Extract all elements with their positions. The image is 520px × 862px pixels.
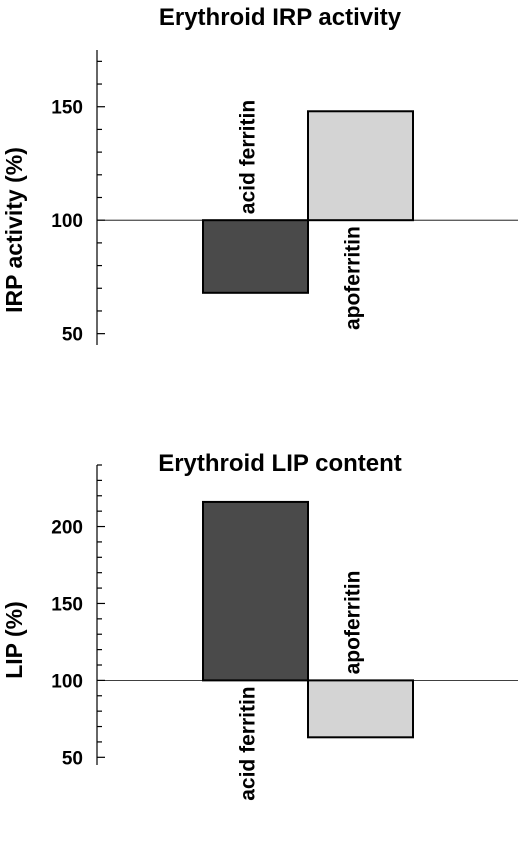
y-tick-label: 50 xyxy=(62,325,83,346)
y-tick-label: 50 xyxy=(62,748,83,769)
bar-label: apoferritin xyxy=(342,571,365,675)
y-tick-label: 100 xyxy=(51,671,83,692)
bar-label: acid ferritin xyxy=(237,100,260,214)
y-axis-label: LIP (%) xyxy=(1,601,27,679)
y-tick-label: 200 xyxy=(51,518,83,539)
y-axis-label: IRP activity (%) xyxy=(1,147,27,313)
chart-title: Erythroid IRP activity xyxy=(159,4,402,31)
y-tick-label: 100 xyxy=(51,211,83,232)
bar-acid-ferritin xyxy=(202,219,309,294)
bar-label: apoferritin xyxy=(342,226,365,330)
bar-label: acid ferritin xyxy=(237,686,260,800)
bar-apoferritin xyxy=(307,110,414,222)
bar-acid-ferritin xyxy=(202,500,309,682)
y-tick-label: 150 xyxy=(51,594,83,615)
chart-lip-content: Erythroid LIP content LIP (%) 50 100 150 20… xyxy=(1,450,518,801)
chart-irp-activity: Erythroid IRP activity IRP activity (%) … xyxy=(1,4,518,346)
chart-title: Erythroid LIP content xyxy=(158,450,402,477)
y-tick-label: 150 xyxy=(51,98,83,119)
bar-apoferritin xyxy=(307,679,414,739)
